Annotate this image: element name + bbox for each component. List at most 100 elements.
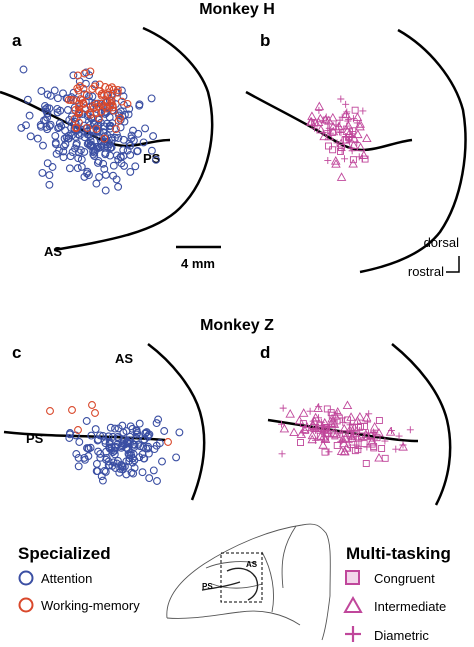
congruent-site-marker (351, 447, 359, 455)
attention-site-marker (147, 146, 156, 155)
attention-site-marker (73, 164, 82, 173)
attention-site-marker (75, 438, 84, 446)
legend-multi-tasking-title: Multi-tasking (346, 544, 451, 563)
working-memory-site-marker (111, 125, 120, 134)
attention-site-marker (144, 431, 153, 440)
legend-diametric-marker (345, 626, 361, 642)
intermediate-site-marker (307, 111, 317, 120)
attention-site-marker (101, 186, 110, 195)
attention-site-marker (64, 131, 73, 140)
intermediate-site-marker (355, 411, 365, 421)
intermediate-site-marker (369, 422, 380, 431)
attention-site-marker (106, 423, 115, 432)
congruent-site-marker (360, 423, 368, 430)
intermediate-site-marker (342, 400, 353, 410)
brain-inset-ps-label: PS (202, 582, 213, 591)
diametric-site-marker (325, 124, 333, 132)
working-memory-site-marker (89, 104, 98, 112)
intermediate-site-marker (328, 112, 338, 122)
working-memory-site-marker (103, 98, 111, 107)
intermediate-site-marker (340, 433, 351, 442)
working-memory-site-marker (164, 438, 172, 446)
attention-site-marker (131, 162, 140, 171)
intermediate-site-marker (316, 124, 326, 134)
diametric-site-marker (359, 107, 367, 115)
attention-site-marker (19, 65, 28, 74)
brain-inset-sulcus-2 (261, 551, 274, 613)
attention-site-marker (43, 90, 52, 99)
attention-site-marker (59, 147, 68, 156)
attention-site-marker (136, 442, 145, 451)
brain-inset-lower-contour (166, 610, 301, 626)
congruent-site-marker (362, 460, 370, 467)
working-memory-site-marker (95, 87, 104, 96)
congruent-site-marker (331, 432, 339, 440)
attention-site-marker (65, 434, 74, 442)
attention-site-marker (99, 431, 107, 440)
intermediate-site-marker (359, 150, 369, 159)
attention-site-marker (118, 465, 127, 474)
panel-c-outlines (3, 343, 206, 501)
diametric-site-marker (371, 435, 379, 443)
legend-diametric-label: Diametric (374, 628, 429, 643)
attention-site-marker (103, 119, 111, 128)
attention-site-marker (122, 427, 131, 436)
attention-site-marker (83, 127, 92, 136)
scale-bar-label: 4 mm (181, 256, 215, 271)
attention-site-marker (26, 132, 35, 141)
panel-d-recording-sites (277, 400, 414, 467)
diametric-site-marker (353, 139, 361, 147)
diametric-site-marker (278, 450, 286, 458)
working-memory-site-marker (101, 83, 110, 91)
attention-site-marker (74, 462, 83, 471)
attention-site-marker (120, 161, 129, 170)
attention-site-marker (139, 443, 148, 451)
attention-site-marker (91, 425, 100, 434)
diametric-site-marker (387, 427, 395, 435)
intermediate-site-marker (298, 408, 309, 417)
congruent-site-marker (351, 106, 359, 114)
intermediate-site-marker (331, 429, 342, 439)
intermediate-site-marker (329, 419, 340, 428)
legend-intermediate-label: Intermediate (374, 599, 446, 614)
attention-site-marker (38, 168, 47, 177)
attention-site-marker (41, 102, 49, 110)
attention-site-marker (127, 468, 136, 477)
diametric-site-marker (339, 418, 347, 426)
attention-site-marker (93, 126, 102, 135)
attention-site-marker (132, 426, 141, 435)
attention-site-marker (37, 122, 45, 131)
intermediate-site-marker (318, 440, 328, 449)
attention-site-marker (145, 430, 154, 439)
attention-site-marker (155, 439, 164, 448)
congruent-site-marker (344, 416, 352, 424)
attention-site-marker (86, 141, 95, 150)
congruent-site-marker (370, 444, 378, 452)
attention-site-marker (123, 444, 131, 452)
intermediate-site-marker (352, 431, 363, 441)
intermediate-site-marker (385, 427, 396, 436)
intermediate-site-marker (331, 159, 341, 168)
intermediate-site-marker (355, 142, 366, 152)
congruent-site-marker (323, 405, 331, 413)
attention-site-marker (133, 146, 142, 155)
intermediate-site-marker (336, 446, 347, 455)
congruent-site-marker (297, 439, 304, 447)
intermediate-site-marker (319, 131, 329, 141)
working-memory-site-marker (90, 82, 99, 91)
legend-congruent-marker (345, 570, 360, 585)
attention-site-marker (149, 132, 158, 141)
attention-site-marker (108, 461, 117, 470)
attention-site-marker (41, 105, 50, 114)
attention-site-marker (132, 430, 141, 439)
diametric-site-marker (325, 448, 333, 456)
intermediate-site-marker (349, 423, 360, 432)
attention-site-marker (77, 155, 86, 164)
attention-site-marker (67, 123, 76, 132)
attention-site-marker (67, 112, 76, 121)
diametric-site-marker (279, 404, 287, 412)
intermediate-site-marker (336, 138, 346, 148)
intermediate-site-marker (313, 403, 323, 412)
working-memory-site-marker (46, 407, 54, 415)
attention-site-marker (37, 87, 46, 95)
